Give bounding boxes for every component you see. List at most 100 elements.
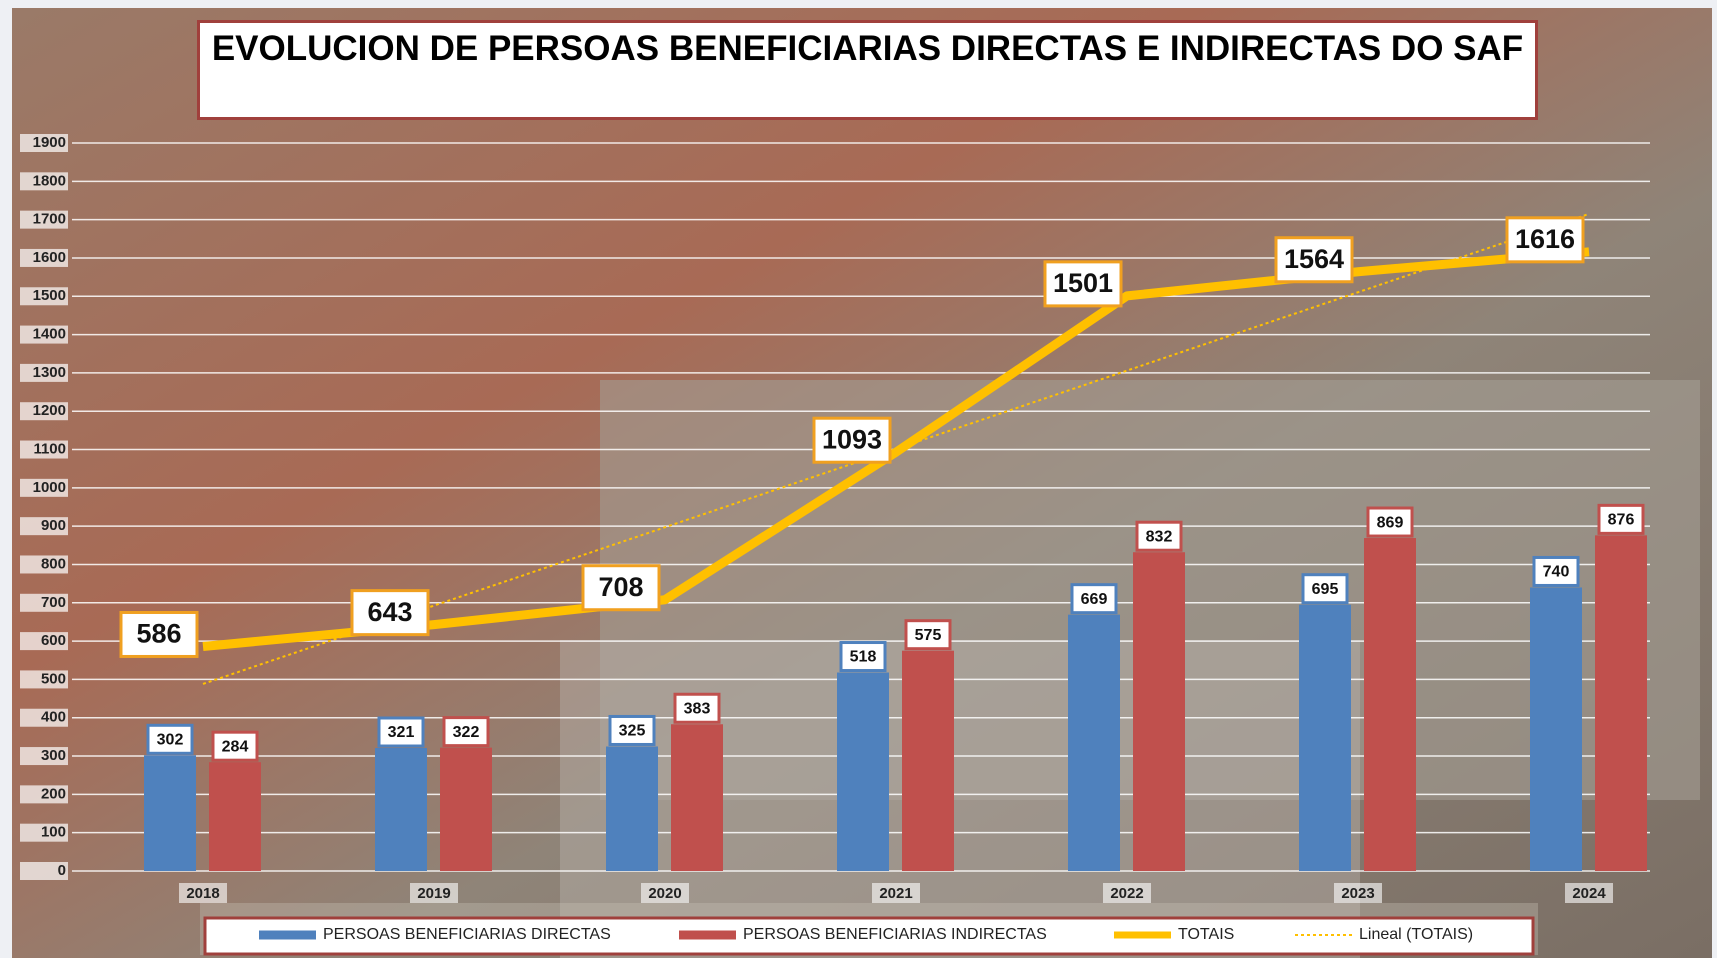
data-label: 325 <box>619 723 646 740</box>
data-label: 669 <box>1081 591 1108 608</box>
data-label: 383 <box>684 700 711 717</box>
bar <box>837 672 889 871</box>
data-label-box <box>1135 520 1183 552</box>
data-label-box <box>904 619 952 651</box>
y-tick-label: 500 <box>41 670 66 687</box>
legend-label: PERSOAS BENEFICIARIAS DIRECTAS <box>323 926 611 943</box>
y-tick-label: 100 <box>41 824 66 841</box>
data-label: 643 <box>367 597 412 627</box>
legend-label: Lineal (TOTAIS) <box>1359 926 1473 943</box>
legend-label: TOTAIS <box>1178 926 1234 943</box>
bar <box>1530 587 1582 871</box>
x-tick-bg <box>410 883 458 903</box>
bar <box>375 748 427 871</box>
data-label: 1501 <box>1053 268 1113 298</box>
y-tick-label: 1200 <box>33 402 66 419</box>
data-label: 695 <box>1312 581 1339 598</box>
data-label-box <box>1301 573 1349 605</box>
x-tick-bg <box>641 883 689 903</box>
y-tick-bg <box>20 248 68 267</box>
data-label: 1616 <box>1515 224 1575 254</box>
y-tick-bg <box>20 402 68 421</box>
y-tick-bg <box>20 632 68 651</box>
x-tick-label: 2023 <box>1341 885 1374 902</box>
y-tick-label: 1000 <box>33 479 66 496</box>
data-label: 284 <box>222 738 249 755</box>
bar <box>144 755 196 871</box>
data-label: 876 <box>1608 512 1635 529</box>
y-tick-label: 1700 <box>33 211 66 228</box>
data-label-box <box>1532 555 1580 587</box>
x-tick-bg <box>1334 883 1382 903</box>
y-tick-bg <box>20 210 68 229</box>
data-label-box <box>211 730 259 762</box>
data-label-box <box>581 564 661 612</box>
trendline <box>202 212 1590 685</box>
y-tick-bg <box>20 708 68 727</box>
data-label: 586 <box>136 619 181 649</box>
data-label-box <box>1070 583 1118 615</box>
data-label-box <box>377 716 425 748</box>
y-tick-label: 700 <box>41 594 66 611</box>
data-label-box <box>350 589 430 637</box>
bar <box>209 762 261 871</box>
bar <box>902 650 954 871</box>
y-tick-bg <box>20 134 68 152</box>
y-tick-label: 1800 <box>33 172 66 189</box>
y-tick-bg <box>20 325 68 344</box>
y-tick-bg <box>20 363 68 382</box>
data-label-box <box>119 610 199 658</box>
data-label: 832 <box>1146 528 1173 545</box>
legend-label: PERSOAS BENEFICIARIAS INDIRECTAS <box>743 926 1047 943</box>
data-label-box <box>812 416 892 464</box>
y-tick-bg <box>20 517 68 536</box>
data-label: 708 <box>598 572 643 602</box>
y-tick-label: 200 <box>41 785 66 802</box>
line <box>202 247 1590 651</box>
y-tick-bg <box>20 593 68 612</box>
y-tick-label: 1300 <box>33 364 66 381</box>
bar <box>606 746 658 871</box>
y-tick-bg <box>20 172 68 191</box>
bar <box>1299 604 1351 871</box>
data-label: 1093 <box>822 424 882 454</box>
data-label-box <box>146 723 194 755</box>
data-label: 869 <box>1377 514 1404 531</box>
data-label-box <box>1274 236 1354 284</box>
data-label: 518 <box>850 649 877 666</box>
data-label-box <box>839 641 887 673</box>
y-tick-label: 900 <box>41 517 66 534</box>
data-label-box <box>673 692 721 724</box>
data-label: 1564 <box>1284 244 1344 274</box>
x-tick-bg <box>179 883 227 903</box>
x-tick-bg <box>872 883 920 903</box>
data-label: 740 <box>1543 564 1570 581</box>
x-tick-label: 2022 <box>1110 885 1143 902</box>
y-tick-bg <box>20 440 68 459</box>
y-tick-label: 600 <box>41 632 66 649</box>
data-label-box <box>442 716 490 748</box>
x-tick-label: 2020 <box>648 885 681 902</box>
y-tick-label: 300 <box>41 747 66 764</box>
x-tick-bg <box>1565 883 1613 903</box>
data-label: 321 <box>388 724 415 741</box>
data-label-box <box>1597 503 1645 535</box>
bar <box>671 724 723 871</box>
y-tick-label: 1500 <box>33 287 66 304</box>
data-label-box <box>1505 216 1585 264</box>
y-tick-bg <box>20 670 68 689</box>
y-tick-label: 800 <box>41 555 66 572</box>
y-tick-bg <box>20 478 68 497</box>
y-tick-bg <box>20 555 68 574</box>
chart-title: EVOLUCION DE PERSOAS BENEFICIARIAS DIREC… <box>197 20 1538 120</box>
y-tick-label: 0 <box>58 862 66 879</box>
data-label: 575 <box>915 627 942 644</box>
bar <box>1068 614 1120 871</box>
data-label: 302 <box>157 732 184 749</box>
y-tick-bg <box>20 823 68 842</box>
bar <box>1364 538 1416 871</box>
y-tick-label: 1600 <box>33 249 66 266</box>
bar <box>1595 535 1647 871</box>
data-label-box <box>1366 506 1414 538</box>
